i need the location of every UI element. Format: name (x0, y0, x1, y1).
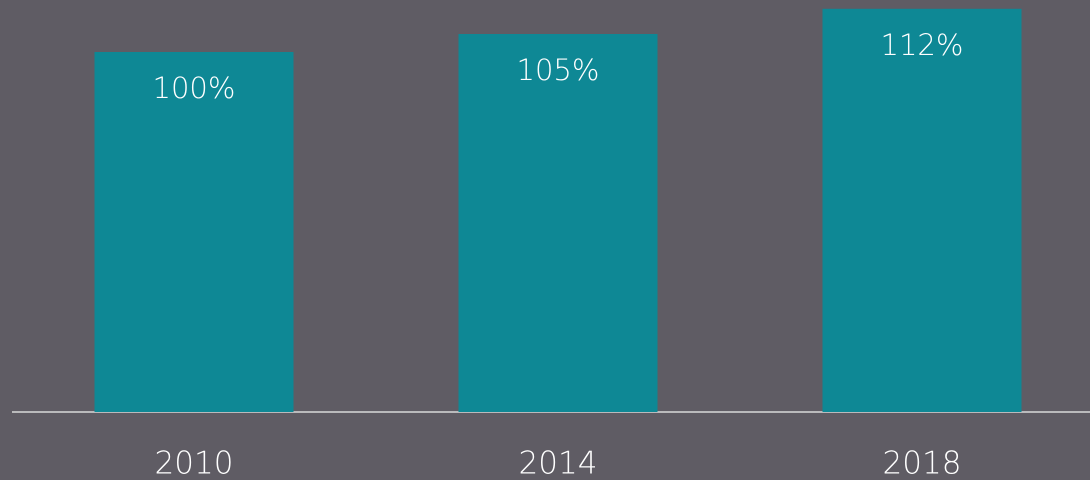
value-label: 100% (153, 71, 236, 105)
value-label: 112% (881, 28, 964, 62)
value-label: 105% (517, 53, 600, 87)
bar (822, 8, 1022, 413)
bar (94, 52, 294, 412)
bar (458, 34, 658, 412)
x-tick-label: 2014 (519, 446, 598, 480)
x-tick-label: 2010 (155, 446, 234, 480)
x-tick-label: 2018 (883, 446, 962, 480)
